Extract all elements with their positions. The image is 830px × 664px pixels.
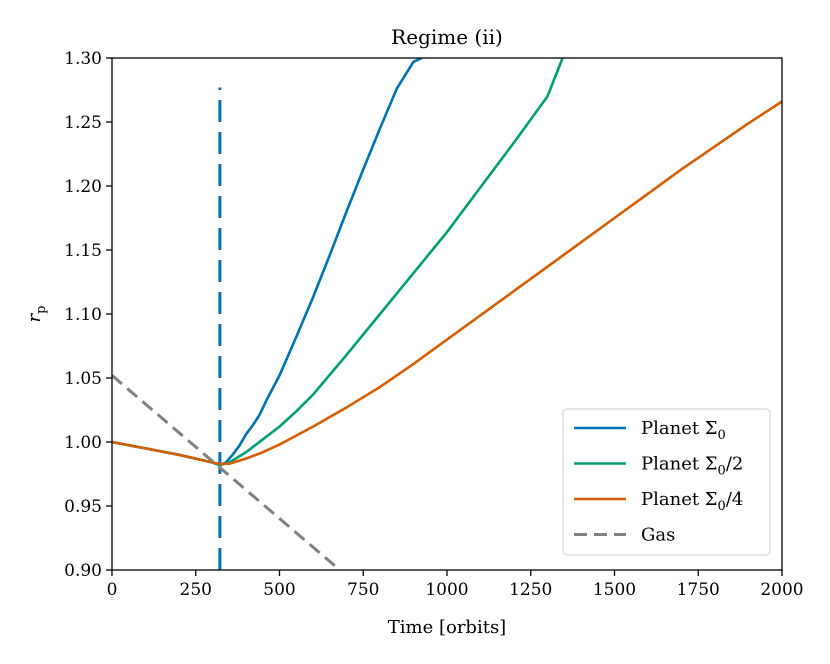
y-tick-label: 0.90: [64, 561, 102, 581]
y-tick-label: 1.10: [64, 305, 102, 325]
x-tick-label: 250: [180, 580, 212, 600]
x-tick-label: 750: [347, 580, 379, 600]
series-line-3: [112, 374, 341, 570]
legend-label-1: Planet Σ0/2: [641, 454, 743, 479]
y-tick-label: 1.20: [64, 177, 102, 197]
legend-label-0: Planet Σ0: [641, 418, 726, 443]
legend-label-2: Planet Σ0/4: [641, 489, 743, 514]
y-tick-label: 1.05: [64, 369, 102, 389]
x-tick-label: 1250: [509, 580, 552, 600]
chart-title: Regime (ii): [391, 25, 503, 49]
legend-label-3: Gas: [641, 525, 675, 546]
x-tick-label: 0: [107, 580, 118, 600]
y-axis-title: rp: [24, 306, 49, 323]
series-line-0: [112, 58, 423, 467]
legend: Planet Σ0 Planet Σ0/2 Planet Σ0/4 Gas: [562, 408, 771, 556]
x-tick-label: 1750: [677, 580, 720, 600]
y-tick-label: 1.15: [64, 241, 102, 261]
series-line-1: [112, 58, 564, 467]
y-tick-label: 1.30: [64, 49, 102, 69]
x-tick-label: 1000: [425, 580, 468, 600]
y-tick-label: 1.25: [64, 113, 102, 133]
x-tick-label: 1500: [593, 580, 636, 600]
x-tick-label: 2000: [760, 580, 803, 600]
series-line-2: [112, 100, 782, 466]
y-tick-label: 0.95: [64, 497, 102, 517]
legend-frame: [562, 408, 771, 556]
y-tick-label: 1.00: [64, 433, 102, 453]
x-tick-label: 500: [263, 580, 295, 600]
x-axis-title: Time [orbits]: [388, 617, 506, 638]
